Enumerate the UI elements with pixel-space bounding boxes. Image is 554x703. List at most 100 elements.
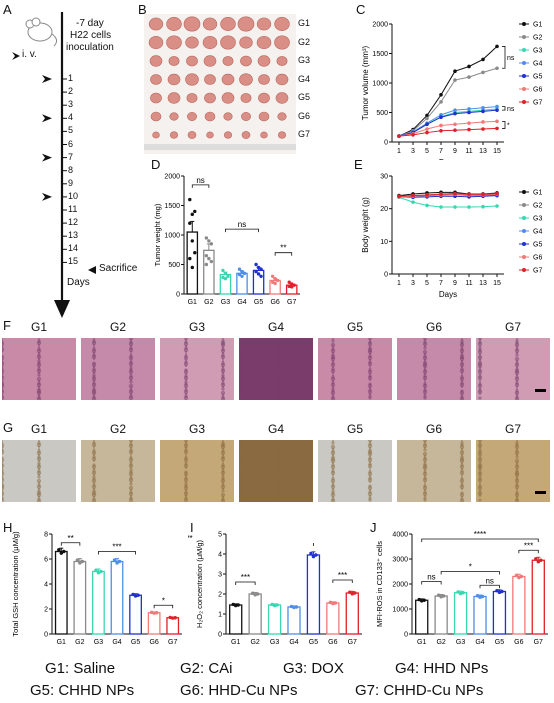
tile-nucleus [129, 490, 133, 494]
x-tick-label: G4 [475, 639, 484, 646]
tile-nucleus [515, 347, 519, 351]
timeline-panel: i. v. -7 day H22 cells inoculation Sacri… [0, 0, 140, 320]
tile-nucleus [37, 469, 41, 473]
tile-nucleus [514, 356, 520, 362]
legend-label: G4 [533, 61, 542, 68]
x-tick-label: G5 [254, 299, 263, 306]
data-point [204, 262, 209, 267]
tile-nucleus [92, 347, 96, 351]
tile-nucleus [276, 497, 280, 501]
data-point [467, 75, 471, 79]
tile-nucleus [239, 338, 244, 341]
y-tick-label: 2 [44, 607, 48, 614]
tile-nucleus [2, 338, 3, 339]
data-point [411, 133, 415, 137]
tile-nucleus [184, 360, 188, 364]
he-stain-tile [397, 338, 471, 400]
data-point [495, 191, 499, 196]
legend-label: G5 [533, 242, 542, 249]
tile-label: G1 [30, 422, 47, 436]
tile-nucleus [368, 490, 372, 494]
tile-nucleus [2, 490, 4, 494]
data-point [453, 191, 457, 196]
tile-nucleus [2, 339, 3, 341]
chart-j-svg: 0 1000 2000 3000 4000 MFI-ROS in CD133⁺ cells… [375, 530, 548, 646]
data-point [236, 603, 240, 607]
legend-swatch-marker [522, 22, 526, 26]
data-point [290, 285, 294, 289]
tumor-sample [187, 131, 197, 139]
tile-nucleus [239, 374, 243, 378]
data-point [353, 591, 357, 595]
tile-nucleus [332, 374, 334, 376]
tile-nucleus [368, 346, 372, 350]
legend-label: G6 [533, 255, 542, 262]
bar [147, 612, 161, 635]
tile-nucleus [276, 455, 280, 459]
x-tick-label: 15 [493, 148, 501, 155]
timeline-day-label: 7 [68, 151, 74, 162]
significance-bracket [518, 549, 539, 554]
tumor-sample [258, 74, 270, 85]
data-point [417, 597, 421, 602]
tile-nucleus [460, 341, 464, 345]
tile-nucleus [92, 455, 96, 459]
series-line [398, 196, 498, 208]
tile-nucleus [477, 338, 483, 341]
y-tick-label: 2000 [372, 22, 388, 29]
tile-nucleus [515, 483, 519, 487]
tile-nucleus [222, 440, 224, 442]
tile-nucleus [92, 441, 96, 445]
significance-label: ** [67, 534, 73, 543]
tile-nucleus [37, 441, 41, 445]
scale-bar [535, 389, 546, 392]
tile-nucleus [37, 373, 41, 377]
significance-label: ns [238, 220, 246, 229]
data-point [275, 603, 279, 607]
timeline-day-label: 2 [68, 86, 74, 97]
tumor-sample [202, 35, 218, 50]
data-point [425, 130, 429, 135]
tile-label: G1 [30, 320, 47, 334]
data-point [250, 591, 255, 595]
tile-nucleus [478, 374, 482, 378]
data-point [188, 221, 192, 225]
tumor-sample [274, 17, 290, 31]
tile-nucleus [331, 339, 335, 343]
tile-nucleus [92, 449, 96, 453]
tile-nucleus [479, 483, 481, 485]
tile-nucleus [92, 497, 96, 501]
tumor-sample [220, 35, 236, 50]
significance-label: *** [112, 543, 121, 552]
he-stain-tile [239, 338, 313, 400]
tile-nucleus [239, 451, 244, 457]
tile-nucleus [516, 490, 518, 492]
tile-nucleus [424, 483, 426, 485]
tile-nucleus [478, 456, 482, 460]
ihc-stain-tile [397, 440, 471, 502]
tile-nucleus [239, 470, 243, 474]
iv-arrow-icon [12, 52, 20, 60]
data-point [425, 116, 429, 121]
tile-nucleus [331, 389, 335, 393]
tile-nucleus [221, 367, 225, 371]
tumor-sample [224, 131, 233, 139]
timeline-day-label: 13 [68, 230, 79, 241]
tile-nucleus [184, 394, 188, 398]
legend-label: G7 [533, 100, 542, 107]
tile-texture [183, 440, 226, 502]
ihc-stain-tile [2, 440, 76, 502]
tile-nucleus [423, 374, 427, 378]
data-point [481, 204, 485, 209]
tile-texture [91, 440, 134, 502]
bar [287, 606, 301, 635]
tile-nucleus [422, 349, 428, 355]
tile-nucleus [184, 374, 188, 378]
y-tick-label: 2000 [392, 582, 408, 589]
x-tick-label: G3 [94, 639, 103, 646]
tile-nucleus [514, 458, 520, 464]
data-point [495, 66, 499, 71]
tile-nucleus [221, 381, 225, 385]
tile-nucleus [460, 395, 464, 399]
tile-nucleus [515, 469, 519, 473]
